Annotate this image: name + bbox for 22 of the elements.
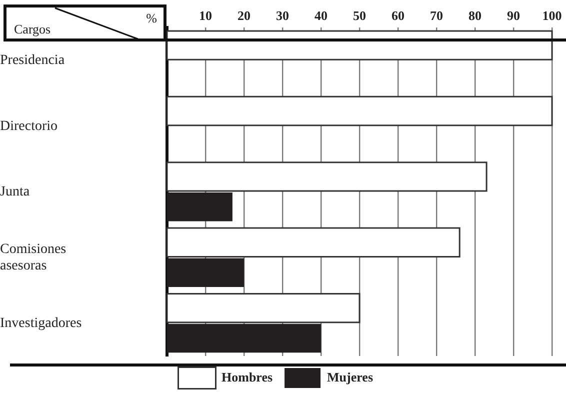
x-tick-label: 80 [468, 8, 482, 24]
x-tick-label: 30 [276, 8, 289, 24]
x-tick-label: 40 [314, 8, 328, 24]
legend-label: Hombres [222, 369, 273, 384]
bar [167, 324, 321, 353]
y-tick-label: Junta [0, 184, 30, 200]
x-tick-label: 60 [392, 8, 404, 24]
x-tick-label: 100 [542, 8, 562, 24]
x-tick-label: 50 [353, 8, 366, 24]
x-tick-label: 10 [199, 8, 212, 24]
x-tick-label: 70 [430, 8, 443, 24]
legend-label: Mujeres [327, 369, 374, 384]
x-axis-title: % [146, 10, 158, 26]
y-axis-title: Cargos [14, 21, 51, 36]
y-tick-label: Comisiones asesoras [0, 242, 66, 274]
y-tick-label: Presidencia [0, 53, 66, 68]
x-tick-label: 20 [238, 8, 250, 24]
bar [167, 192, 232, 222]
x-tick-label: 90 [507, 8, 520, 24]
y-tick-label: Investigadores [0, 316, 82, 331]
y-tick-label: Directorio [0, 118, 58, 134]
bar [167, 258, 244, 287]
